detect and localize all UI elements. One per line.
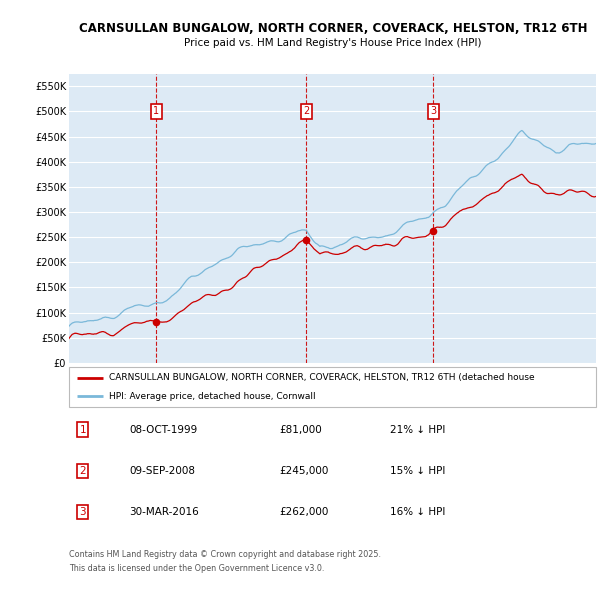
Text: 1: 1 (79, 425, 86, 434)
Text: HPI: Average price, detached house, Cornwall: HPI: Average price, detached house, Corn… (109, 392, 315, 401)
Text: £262,000: £262,000 (279, 507, 328, 517)
Text: £81,000: £81,000 (279, 425, 322, 434)
FancyBboxPatch shape (69, 367, 596, 407)
Text: 16% ↓ HPI: 16% ↓ HPI (390, 507, 445, 517)
Text: 3: 3 (79, 507, 86, 517)
Text: 08-OCT-1999: 08-OCT-1999 (129, 425, 197, 434)
Text: £245,000: £245,000 (279, 466, 328, 476)
Text: 15% ↓ HPI: 15% ↓ HPI (390, 466, 445, 476)
Text: This data is licensed under the Open Government Licence v3.0.: This data is licensed under the Open Gov… (69, 565, 325, 573)
Text: Price paid vs. HM Land Registry's House Price Index (HPI): Price paid vs. HM Land Registry's House … (184, 38, 482, 48)
Text: 09-SEP-2008: 09-SEP-2008 (129, 466, 195, 476)
Text: 3: 3 (430, 106, 436, 116)
Text: 2: 2 (79, 466, 86, 476)
Text: 2: 2 (303, 106, 309, 116)
Text: CARNSULLAN BUNGALOW, NORTH CORNER, COVERACK, HELSTON, TR12 6TH: CARNSULLAN BUNGALOW, NORTH CORNER, COVER… (79, 22, 587, 35)
Text: 1: 1 (153, 106, 159, 116)
Text: 21% ↓ HPI: 21% ↓ HPI (390, 425, 445, 434)
Text: CARNSULLAN BUNGALOW, NORTH CORNER, COVERACK, HELSTON, TR12 6TH (detached house: CARNSULLAN BUNGALOW, NORTH CORNER, COVER… (109, 373, 534, 382)
Text: 30-MAR-2016: 30-MAR-2016 (129, 507, 199, 517)
Text: Contains HM Land Registry data © Crown copyright and database right 2025.: Contains HM Land Registry data © Crown c… (69, 550, 381, 559)
